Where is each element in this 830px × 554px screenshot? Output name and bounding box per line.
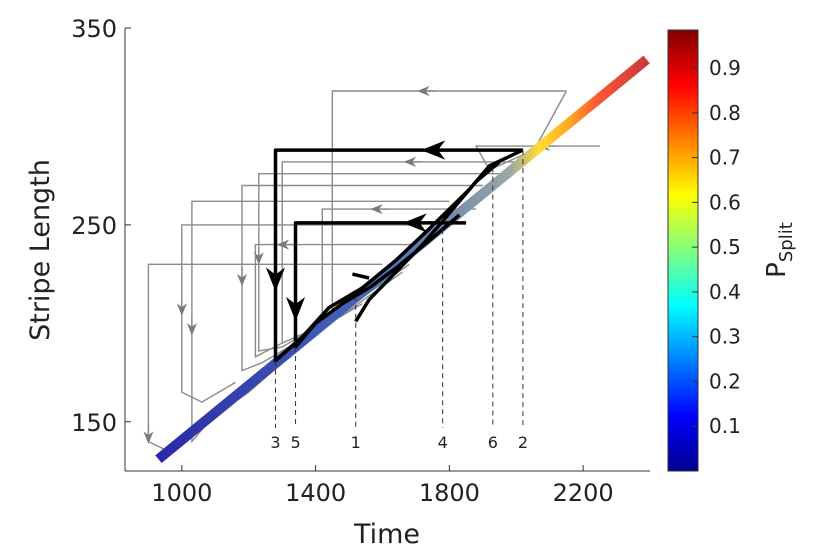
colorbar-tick-label-0.5: 0.5 [709,235,741,259]
x-ticks: 1000 1400 1800 2200 [151,465,614,507]
highlighted-path-3 [352,272,370,280]
highlighted-trajectories [265,140,524,363]
y-tick-label-350: 350 [71,15,117,43]
colorbar-ticks: 0.1 0.2 0.3 0.4 0.5 0.6 0.7 0.8 0.9 [692,56,741,438]
event-label-3: 3 [270,433,280,452]
background-path-3 [147,263,383,453]
colorbar: 0.1 0.2 0.3 0.4 0.5 0.6 0.7 0.8 0.9 PSplit [667,29,797,472]
event-label-5: 5 [290,433,300,452]
colorbar-tick-label-0.8: 0.8 [709,101,741,125]
x-tick-label-1000: 1000 [151,479,212,507]
colorbar-fill [667,29,699,472]
event-label-6: 6 [488,433,498,452]
colorbar-tick-label-0.9: 0.9 [709,56,741,80]
colorbar-label-main: P [762,262,792,278]
x-tick-label-2200: 2200 [553,479,614,507]
colorbar-tick-label-0.6: 0.6 [709,190,741,214]
colorbar-tick-label-0.3: 0.3 [709,325,741,349]
y-ticks: 150 250 350 [71,15,131,437]
background-path-0 [331,90,568,316]
event-label-4: 4 [438,433,448,452]
background-path-8 [254,243,416,358]
background-trajectories [143,85,600,453]
event-label-1: 1 [351,433,361,452]
colorbar-label: PSplit [762,222,797,278]
x-tick-label-1400: 1400 [285,479,346,507]
colorbar-tick-label-0.4: 0.4 [709,280,741,304]
y-tick-label-250: 250 [71,212,117,240]
x-axis-label: Time [353,519,420,550]
colorbar-tick-label-0.1: 0.1 [709,414,741,438]
y-axis-label: Stripe Length [25,159,56,341]
highlighted-path-2 [354,160,501,323]
colorbar-label-sub: Split [776,222,797,262]
background-path-2 [181,224,416,403]
event-label-2: 2 [518,433,528,452]
colored-trajectory [155,55,650,464]
colorbar-tick-label-0.7: 0.7 [709,146,741,170]
colorbar-tick-label-0.2: 0.2 [709,369,741,393]
colored-trajectory-line [155,55,650,464]
x-tick-label-1800: 1800 [419,479,480,507]
axes [124,28,650,472]
y-tick-label-150: 150 [71,409,117,437]
